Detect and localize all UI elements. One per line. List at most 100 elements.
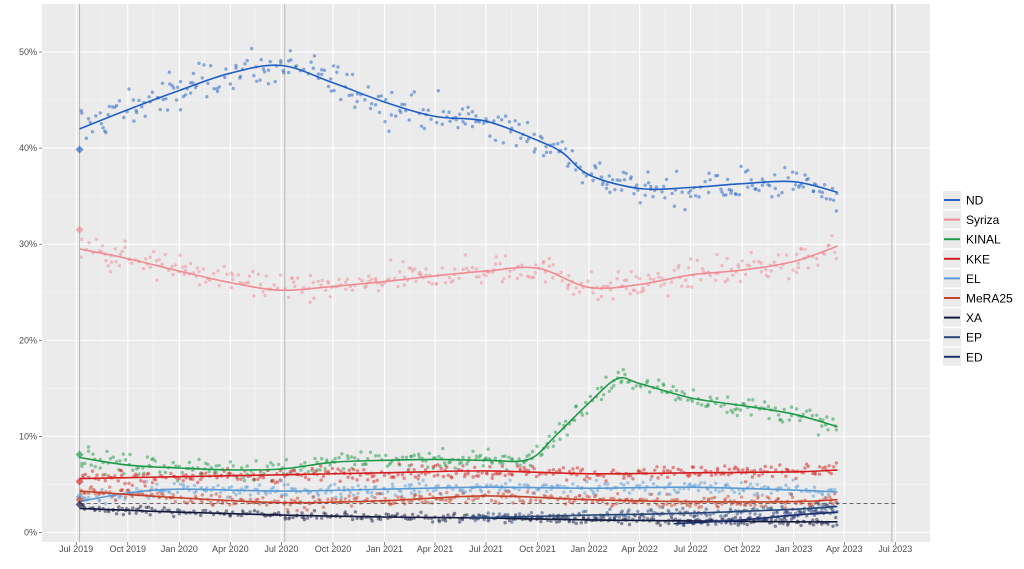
poll-point-kinal [412,453,416,457]
poll-point-kke [671,465,675,470]
poll-point-syriza [625,278,629,282]
poll-point-syriza [794,252,799,257]
poll-point-syriza [787,277,791,281]
poll-point-nd [422,126,426,131]
poll-point-kinal [86,445,91,449]
poll-point-el [522,483,526,487]
poll-point-syriza [201,267,206,271]
poll-point-nd [470,124,475,129]
poll-point-nd [766,183,770,187]
poll-point-kinal [588,394,592,399]
poll-point-xa [146,505,151,509]
poll-point-mera25 [228,495,233,499]
poll-point-syriza [376,289,381,293]
poll-point-kke [823,465,827,469]
poll-point-mera25 [584,499,588,504]
poll-point-el [172,481,176,486]
poll-point-syriza [806,266,810,270]
poll-point-mera25 [655,497,660,501]
poll-point-kinal [206,462,210,467]
poll-point-ep [620,509,624,513]
poll-point-nd [599,175,604,179]
poll-point-el [421,478,425,482]
poll-point-mera25 [616,492,620,496]
poll-point-nd [440,122,444,126]
poll-point-syriza [188,261,193,266]
poll-point-nd [629,175,633,179]
poll-point-el [699,481,703,485]
poll-point-nd [463,122,467,126]
poll-point-kinal [747,398,751,402]
poll-point-nd [205,95,209,99]
poll-point-kinal [448,460,452,464]
poll-point-kinal [805,409,809,413]
poll-point-kinal [433,456,437,460]
poll-point-el [812,485,817,489]
poll-point-xa [574,521,578,526]
poll-point-nd [353,105,357,109]
poll-point-nd [786,176,790,180]
poll-point-kke [480,471,484,475]
poll-point-syriza [571,292,576,296]
poll-point-kinal [510,457,514,461]
x-tick-label: Jul 2019 [59,544,93,554]
x-tick-label: Jan 2021 [366,544,403,554]
poll-point-syriza [764,267,768,272]
poll-point-syriza [715,252,719,257]
poll-point-kke [500,464,504,468]
poll-point-syriza [659,284,663,288]
poll-point-mera25 [393,501,397,505]
poll-point-kinal [128,452,132,457]
poll-point-syriza [559,270,563,274]
poll-point-ep [627,508,631,512]
poll-point-el [286,482,290,487]
poll-point-syriza [500,280,504,284]
poll-point-kke [547,468,551,473]
poll-point-mera25 [113,498,118,502]
poll-point-nd [456,125,460,130]
poll-point-nd [191,71,196,76]
poll-point-ep [471,514,475,518]
poll-point-mera25 [420,500,424,504]
poll-point-nd [643,183,647,187]
poll-point-nd [683,208,687,212]
poll-point-kinal [177,464,181,468]
poll-point-el [503,482,508,486]
poll-point-el [155,482,159,486]
poll-point-kinal [80,464,84,468]
poll-point-syriza [182,272,187,276]
poll-point-syriza [380,283,384,287]
poll-point-nd [611,178,615,182]
poll-point-el [100,487,104,492]
poll-point-el [234,493,238,497]
poll-point-kke [763,464,767,469]
poll-point-xa [620,521,624,526]
poll-point-nd [176,85,180,90]
poll-point-xa [503,521,507,525]
poll-point-kke [199,477,203,482]
poll-point-el [606,482,610,486]
poll-point-syriza [360,279,364,283]
poll-point-xa [834,515,838,520]
poll-point-xa [539,519,543,524]
poll-point-kinal [153,459,157,463]
poll-point-el [468,489,472,493]
poll-point-kke [679,468,683,472]
poll-point-kke [181,479,185,483]
poll-point-el [682,481,687,486]
poll-point-nd [806,177,810,181]
y-tick-label: 30% [19,239,37,249]
poll-point-el [264,492,268,496]
poll-point-mera25 [609,496,613,500]
poll-point-syriza [367,279,371,284]
poll-point-el [366,490,370,495]
poll-point-syriza [344,280,348,284]
poll-point-kinal [353,462,357,467]
poll-point-mera25 [120,488,124,492]
poll-point-nd [228,82,233,86]
poll-point-syriza [207,278,212,282]
poll-point-mera25 [191,500,195,504]
poll-point-el [225,495,230,499]
poll-point-syriza [833,250,837,255]
poll-point-nd [707,171,711,175]
